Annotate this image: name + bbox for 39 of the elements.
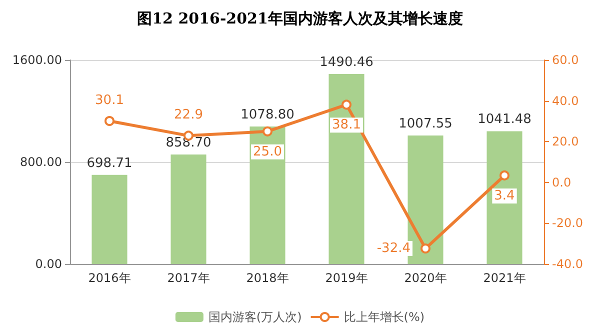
y2-tick-label: 0.0: [552, 175, 572, 190]
y2-tick-label: 60.0: [552, 53, 579, 67]
bar: [250, 126, 286, 264]
point: [104, 116, 114, 126]
bar: [92, 174, 128, 264]
x-tick-label: 2021年: [483, 271, 526, 285]
data-label: 3.4: [494, 188, 515, 204]
legend-label: 比上年增长(%): [344, 310, 425, 324]
point: [420, 244, 430, 254]
data-label: -32.4: [376, 240, 410, 256]
y2-tick-label: -40.0: [552, 257, 584, 271]
chart-title: 图12 2016-2021年国内游客人次及其增长速度: [137, 10, 463, 28]
y-tick-label: 800.00: [20, 155, 62, 169]
x-tick-label: 2019年: [325, 271, 368, 285]
bar: [328, 74, 364, 264]
bar: [486, 131, 522, 264]
x-tick-label: 2018年: [246, 271, 289, 285]
data-label: 1078.80: [240, 107, 294, 122]
data-label: 1007.55: [398, 116, 452, 132]
y-tick-label: 1600.00: [12, 53, 62, 67]
data-label: 1041.48: [478, 112, 532, 128]
x-tick-label: 2016年: [88, 271, 131, 285]
data-label: 698.71: [86, 156, 132, 171]
y2-tick-label: 40.0: [552, 94, 579, 108]
y2-tick-label: -20.0: [552, 216, 584, 230]
legend-label: 国内游客(万人次): [208, 310, 302, 324]
point: [342, 100, 352, 110]
y-tick-label: 0.00: [35, 257, 62, 271]
bar: [170, 154, 206, 264]
data-label: 22.9: [174, 108, 203, 123]
point: [262, 126, 272, 136]
data-label: 1490.46: [320, 54, 374, 70]
data-label: 30.1: [95, 92, 124, 108]
x-tick-label: 2017年: [167, 271, 210, 285]
data-label: 38.1: [332, 118, 361, 133]
point: [500, 170, 510, 180]
data-label: 25.0: [253, 144, 282, 160]
x-tick-label: 2020年: [404, 271, 447, 285]
y2-tick-label: 20.0: [552, 134, 579, 149]
